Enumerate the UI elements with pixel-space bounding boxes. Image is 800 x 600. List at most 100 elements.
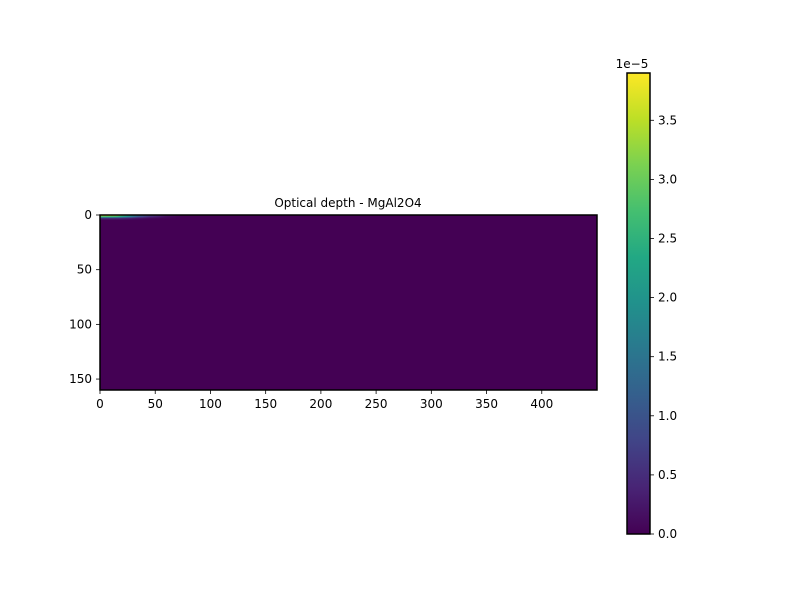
heatmap-cell [102, 216, 104, 218]
heatmap-cell [143, 218, 145, 220]
heatmap-cell [158, 216, 160, 218]
colorbar: 1e−5 0.0 0.5 1.0 1.5 2.0 2.5 3.0 3.5 [616, 57, 677, 541]
heatmap-cell [112, 216, 114, 218]
heatmap-cell [124, 218, 126, 220]
heatmap-cell [137, 218, 139, 220]
heatmap-cell [114, 217, 116, 219]
heatmap-cell [154, 217, 156, 219]
heatmap-cell [167, 216, 169, 218]
heatmap-cell [134, 217, 136, 219]
heatmap-cell [128, 217, 131, 219]
y-tick-label: 50 [77, 263, 92, 277]
heatmap-cell [128, 218, 131, 220]
heatmap-cell [156, 217, 158, 219]
heatmap-cell [133, 216, 135, 218]
heatmap-cell [168, 217, 170, 219]
heatmap-cell [160, 216, 163, 218]
heatmap-cell [112, 217, 114, 219]
heatmap-cell [161, 218, 164, 220]
heatmap-cell [104, 217, 106, 219]
heatmap-cell [162, 218, 165, 220]
heatmap-cell [108, 218, 111, 220]
heatmap-cell [167, 217, 169, 219]
heatmap-cell [122, 217, 124, 219]
heatmap-cell [176, 216, 178, 218]
heatmap-cell [147, 217, 149, 219]
chart-title: Optical depth - MgAl2O4 [274, 196, 421, 210]
heatmap-cell [136, 217, 138, 219]
heatmap-cell [139, 216, 142, 218]
heatmap-cell [123, 218, 125, 220]
heatmap-cell [109, 218, 112, 220]
heatmap-cell [127, 218, 130, 220]
heatmap-cell [141, 217, 144, 219]
heatmap-cell [126, 216, 128, 218]
heatmap-cell [102, 217, 104, 219]
plot-frame [99, 214, 598, 391]
heatmap-cell [140, 218, 143, 220]
heatmap-cell [125, 218, 127, 220]
heatmap-cell [118, 218, 121, 220]
heatmap-cell [170, 216, 173, 218]
heatmap-cell [141, 218, 144, 220]
heatmap-cell [106, 217, 109, 219]
heatmap-cell [144, 216, 146, 218]
heatmap-cell [103, 217, 105, 219]
heatmap-cell [172, 217, 175, 219]
heatmap-cell [117, 217, 120, 219]
heatmap-cell [150, 218, 153, 220]
heatmap-cell [166, 216, 168, 218]
heatmap-cell [104, 216, 106, 218]
heatmap-cell [129, 217, 132, 219]
x-tick-label: 400 [530, 397, 553, 411]
heatmap-cell [151, 217, 154, 219]
heatmap-cell [109, 216, 112, 218]
heatmap-cell [147, 218, 149, 220]
heatmap-cell [153, 216, 155, 218]
heatmap-cell [123, 217, 125, 219]
heatmap-cell [101, 216, 103, 218]
heatmap-cell [133, 217, 135, 219]
heatmap-cell [135, 218, 137, 220]
heatmap-cell [168, 216, 170, 218]
heatmap-cell [115, 218, 117, 220]
heatmap-cell [114, 218, 116, 220]
heatmap-cell [155, 216, 157, 218]
heatmap-cell [106, 218, 109, 220]
colorbar-tick-label: 2.5 [658, 231, 677, 245]
heatmap-cell [102, 218, 104, 220]
heatmap-cell [104, 218, 106, 220]
heatmap-cell [118, 217, 121, 219]
colorbar-ticks: 0.0 0.5 1.0 1.5 2.0 2.5 3.0 3.5 [650, 113, 677, 541]
heatmap-cell [165, 217, 167, 219]
colorbar-multiplier: 1e−5 [616, 57, 649, 71]
colorbar-tick-label: 0.0 [658, 527, 677, 541]
heatmap-cell [159, 217, 162, 219]
colorbar-tick-label: 0.5 [658, 468, 677, 482]
heatmap-cell [103, 216, 105, 218]
heatmap-cell [156, 216, 158, 218]
heatmap-cell [136, 218, 138, 220]
heatmap-cell [108, 217, 111, 219]
heatmap-cell [125, 216, 127, 218]
heatmap-cell [127, 217, 130, 219]
heatmap-cell [138, 216, 141, 218]
heatmap-cell [138, 217, 141, 219]
heatmap-cell [144, 218, 146, 220]
heatmap-background [100, 215, 597, 390]
heatmap-cell [129, 216, 132, 218]
heatmap-cell [165, 216, 167, 218]
heatmap-cell [155, 217, 157, 219]
colorbar-tick-label: 1.5 [658, 350, 677, 364]
heatmap-cell [175, 216, 177, 218]
heatmap-cell [157, 217, 159, 219]
heatmap-cell [179, 216, 181, 218]
heatmap-cell [143, 217, 145, 219]
heatmap-cell [171, 216, 174, 218]
heatmap-cell [158, 217, 160, 219]
heatmap-cell [107, 218, 110, 220]
heatmap-cell [105, 218, 107, 220]
heatmap-cell [107, 216, 110, 218]
heatmap-cell [149, 216, 152, 218]
heatmap-cell [132, 218, 134, 220]
